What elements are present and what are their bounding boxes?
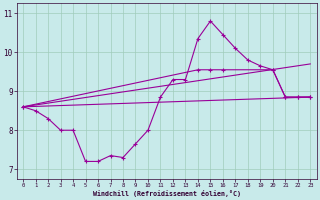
X-axis label: Windchill (Refroidissement éolien,°C): Windchill (Refroidissement éolien,°C) [93,190,241,197]
